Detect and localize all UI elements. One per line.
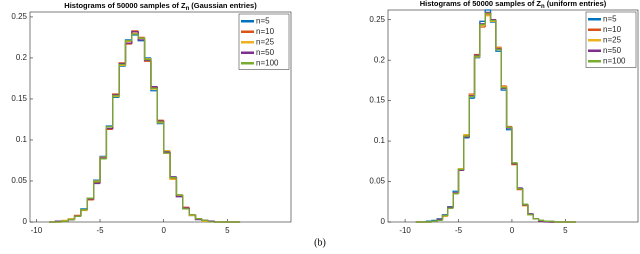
histogram-step bbox=[131, 33, 139, 41]
legend-label: n=10 bbox=[256, 27, 275, 36]
y-tick-label: 0.25 bbox=[11, 12, 27, 21]
legend-label: n=50 bbox=[256, 48, 275, 57]
histogram-step bbox=[194, 214, 202, 220]
legend-label: n=50 bbox=[603, 46, 622, 55]
histogram-step bbox=[532, 214, 539, 220]
x-tick-label: -5 bbox=[96, 226, 104, 235]
legend-label: n=5 bbox=[256, 16, 270, 25]
histogram-step bbox=[495, 20, 502, 51]
plot-area bbox=[387, 9, 639, 223]
histogram-step bbox=[112, 95, 120, 127]
x-tick-label: -10 bbox=[31, 226, 43, 235]
histogram-step bbox=[124, 40, 132, 65]
histogram-step bbox=[431, 220, 438, 222]
histogram-step bbox=[150, 59, 158, 89]
histogram-step bbox=[554, 221, 561, 223]
y-tick-label: 0.2 bbox=[374, 55, 386, 64]
title-suffix: (uniform entries) bbox=[547, 0, 607, 8]
histogram-step bbox=[182, 194, 190, 210]
legend-label: n=100 bbox=[256, 58, 279, 67]
chart-title: Histograms of 50000 samples of Zn (unifor… bbox=[420, 0, 607, 10]
x-tick-label: 5 bbox=[225, 226, 230, 235]
histogram-step bbox=[468, 95, 475, 137]
histogram-step bbox=[201, 218, 209, 222]
histogram-step bbox=[521, 188, 528, 205]
histogram-step bbox=[93, 181, 101, 199]
histogram-step bbox=[61, 220, 69, 222]
caption: (b) bbox=[314, 237, 326, 248]
legend-label: n=25 bbox=[603, 35, 622, 44]
histogram-step bbox=[463, 135, 470, 170]
legend-label: n=100 bbox=[603, 56, 626, 65]
y-tick-label: 0.15 bbox=[369, 96, 385, 105]
histogram-step bbox=[143, 38, 151, 61]
x-tick-label: 0 bbox=[510, 226, 515, 235]
title-subscript: n bbox=[541, 4, 545, 10]
histogram-step bbox=[175, 177, 183, 196]
y-tick-label: 0.2 bbox=[16, 53, 28, 62]
legend-label: n=5 bbox=[603, 14, 617, 23]
y-tick-label: 0.05 bbox=[369, 177, 385, 186]
histogram-step bbox=[457, 168, 464, 194]
y-tick-label: 0 bbox=[381, 217, 386, 226]
title-main: Histograms of 50000 samples of Z bbox=[64, 1, 186, 10]
histogram-step bbox=[479, 23, 486, 57]
histogram-step bbox=[484, 12, 491, 25]
y-tick-label: 0.1 bbox=[374, 136, 386, 145]
chart: Histograms of 50000 samples of Zn (unifor… bbox=[369, 0, 639, 235]
histogram-step bbox=[473, 55, 480, 97]
y-tick-label: 0.05 bbox=[11, 176, 27, 185]
histogram-step bbox=[105, 126, 113, 159]
histogram-step bbox=[156, 88, 164, 123]
histogram-step bbox=[543, 220, 550, 222]
histogram-step bbox=[163, 121, 171, 154]
histogram-step bbox=[527, 204, 534, 216]
histogram-step bbox=[516, 162, 523, 190]
histogram-step bbox=[99, 158, 107, 182]
histogram-step bbox=[188, 208, 196, 216]
x-tick-label: 5 bbox=[563, 226, 568, 235]
legend-label: n=10 bbox=[603, 25, 622, 34]
x-tick-label: -5 bbox=[455, 226, 463, 235]
x-tick-label: 0 bbox=[161, 226, 166, 235]
histogram-step bbox=[67, 218, 75, 222]
title-subscript: n bbox=[186, 6, 190, 12]
histogram-step bbox=[447, 207, 454, 216]
histogram-step bbox=[169, 153, 177, 179]
histogram-step bbox=[452, 193, 459, 209]
histogram-step bbox=[511, 127, 518, 164]
y-tick-label: 0.15 bbox=[11, 94, 27, 103]
y-tick-label: 0.25 bbox=[369, 15, 385, 24]
histogram-step bbox=[505, 87, 512, 128]
legend-label: n=25 bbox=[256, 37, 275, 46]
histogram-step bbox=[436, 219, 443, 222]
histogram-step bbox=[500, 49, 507, 89]
histogram-step bbox=[137, 34, 145, 39]
histogram-step bbox=[86, 197, 94, 210]
title-suffix: (Gaussian entries) bbox=[191, 1, 257, 10]
histogram-step bbox=[80, 209, 88, 217]
title-main: Histograms of 50000 samples of Z bbox=[420, 0, 542, 8]
y-tick-label: 0 bbox=[23, 217, 28, 226]
histogram-step bbox=[207, 220, 215, 223]
histogram-step bbox=[118, 63, 126, 96]
chart: Histograms of 50000 samples of Zn (Gaussi… bbox=[11, 1, 292, 235]
histogram-step bbox=[73, 215, 81, 220]
histogram-step bbox=[489, 13, 496, 22]
y-tick-label: 0.1 bbox=[16, 135, 28, 144]
histogram-step bbox=[441, 214, 448, 221]
histogram-step bbox=[537, 218, 544, 222]
x-tick-label: -10 bbox=[399, 226, 411, 235]
chart-title: Histograms of 50000 samples of Zn (Gaussi… bbox=[64, 1, 257, 12]
